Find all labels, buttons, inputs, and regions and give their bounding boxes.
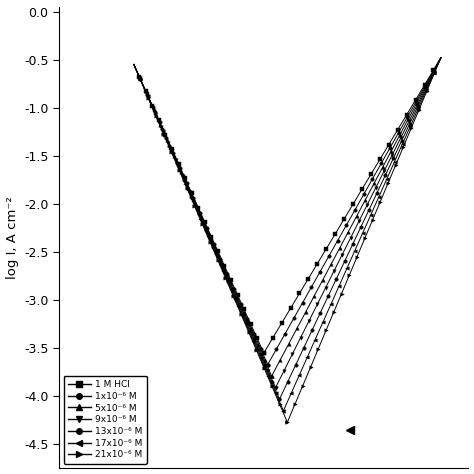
Y-axis label: log I, A cm⁻²: log I, A cm⁻² [6,196,18,279]
Legend: 1 M HCl, 1x10⁻⁶ M, 5x10⁻⁶ M, 9x10⁻⁶ M, 13x10⁻⁶ M, 17x10⁻⁶ M, 21x10⁻⁶ M: 1 M HCl, 1x10⁻⁶ M, 5x10⁻⁶ M, 9x10⁻⁶ M, 1… [64,376,147,464]
